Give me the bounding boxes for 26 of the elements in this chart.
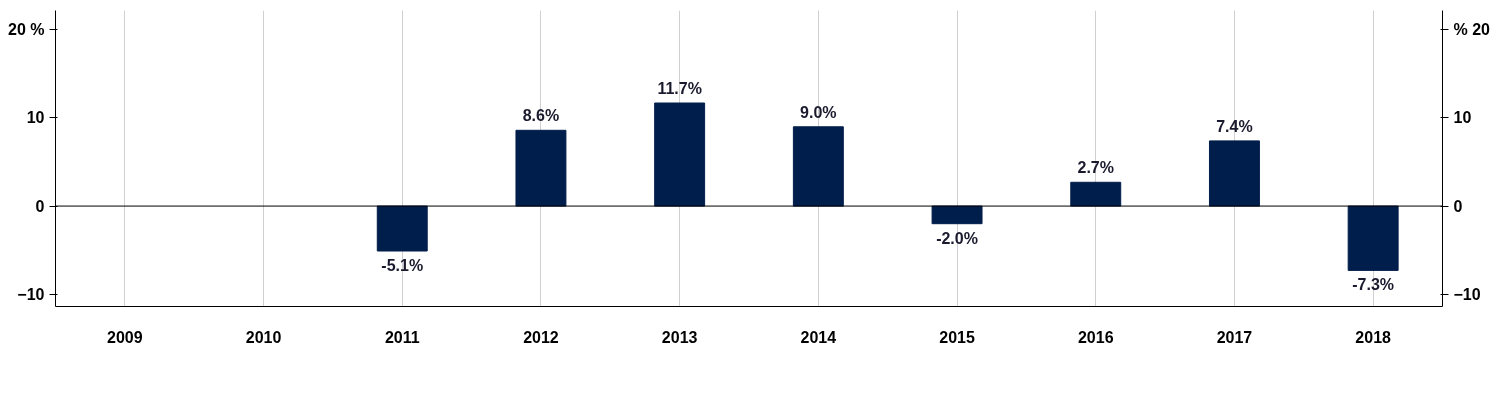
x-tick-label: 2010	[245, 328, 282, 346]
x-tick-label: 2012	[523, 328, 559, 346]
x-tick-label: 2017	[1216, 328, 1253, 346]
y-tick-label: −10	[17, 285, 45, 303]
x-tick-label: 2016	[1077, 328, 1114, 346]
x-tick-label: 2013	[661, 328, 698, 346]
data-label: 7.4%	[1216, 117, 1253, 135]
y2-tick-label: −10	[1453, 285, 1481, 303]
x-tick-label: 2014	[800, 328, 837, 346]
data-label: 8.6%	[522, 107, 560, 125]
y2-tick-label: 10	[1453, 109, 1472, 127]
y2-tick-label: % 20	[1453, 21, 1491, 39]
x-tick-label: 2011	[384, 328, 420, 346]
data-label: 11.7%	[657, 80, 702, 97]
data-label: -7.3%	[1352, 276, 1395, 294]
data-label: -2.0%	[936, 229, 978, 247]
y2-tick-label: 0	[1453, 197, 1463, 215]
y-tick-label: 20 %	[8, 21, 45, 39]
data-label: 9.0%	[800, 103, 837, 121]
y-tick-label: 10	[26, 109, 45, 127]
x-tick-label: 2009	[107, 328, 143, 346]
x-tick-label: 2015	[939, 328, 975, 346]
x-tick-label: 2018	[1355, 328, 1392, 346]
data-label: 2.7%	[1077, 159, 1114, 177]
y-tick-label: 0	[35, 197, 45, 215]
data-label: -5.1%	[381, 257, 424, 274]
